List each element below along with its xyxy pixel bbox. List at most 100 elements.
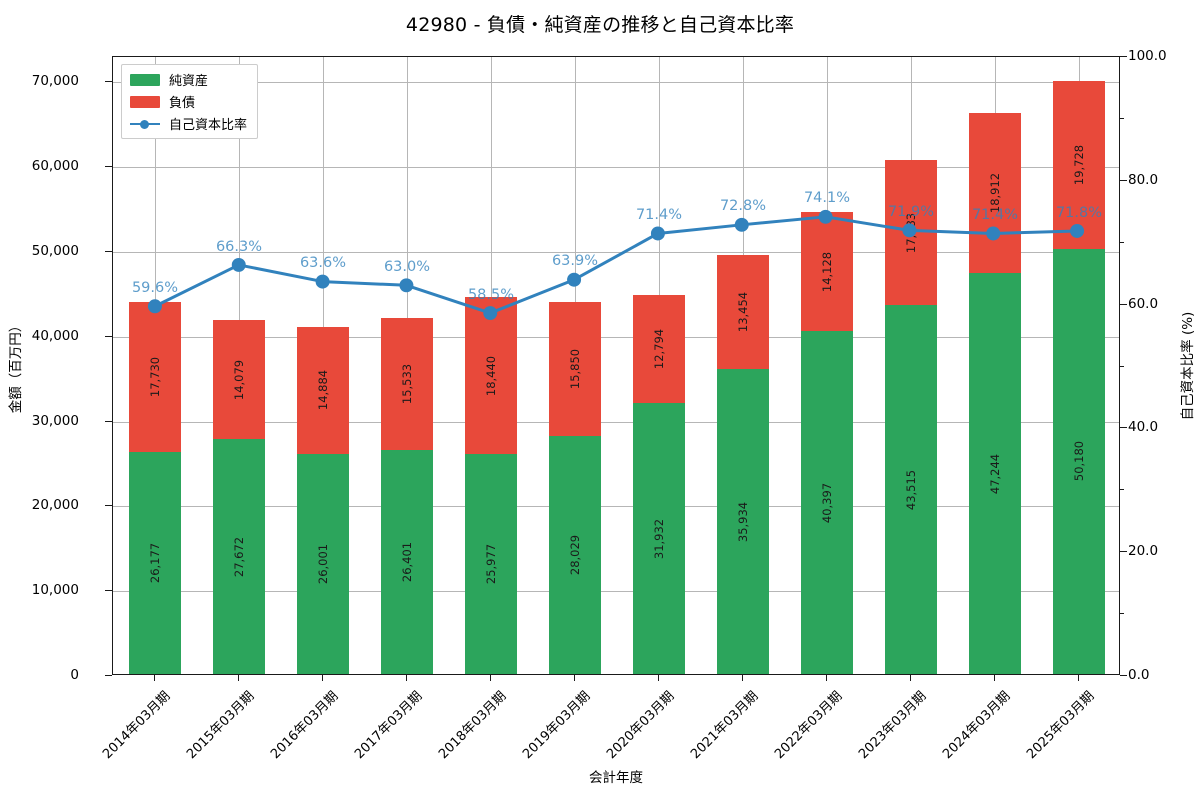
bar-segment-equity[interactable]: 26,001: [296, 453, 350, 674]
bar-segment-equity[interactable]: 26,401: [380, 450, 434, 674]
ratio-marker[interactable]: [650, 226, 665, 241]
legend-item-label: 自己資本比率: [169, 118, 248, 133]
y-axis-tick-label-left: 10,000: [31, 582, 79, 599]
bar-segment-equity[interactable]: 47,244: [968, 273, 1022, 674]
gridline-horizontal: [113, 506, 1119, 508]
ratio-value-label: 71.9%: [887, 203, 935, 220]
bar-segment-equity[interactable]: 25,977: [464, 453, 518, 674]
y-axis-tick-label-left: 40,000: [31, 327, 79, 344]
y-axis-tick-label-right: 0.0: [1128, 667, 1150, 683]
y-axis-tick-label-right: 20.0: [1128, 543, 1159, 560]
bar-segment-equity[interactable]: 28,029: [548, 436, 602, 674]
bar-value-label-equity: 47,244: [987, 453, 1002, 494]
y-axis-tick-label-left: 70,000: [31, 73, 79, 90]
y-axis-tick-mark-right: [1120, 427, 1127, 429]
gridline-horizontal: [113, 591, 1119, 593]
ratio-value-label: 66.3%: [215, 238, 263, 255]
bar-segment-liability[interactable]: 12,794: [632, 294, 686, 404]
bar-segment-equity[interactable]: 43,515: [884, 305, 938, 674]
y-axis-minor-tick-right: [1120, 489, 1124, 491]
ratio-value-label: 59.6%: [131, 280, 179, 297]
bar-segment-liability[interactable]: 14,884: [296, 327, 350, 454]
bar-segment-liability[interactable]: 17,730: [128, 301, 182, 453]
y-axis-tick-mark-right: [1120, 675, 1127, 676]
x-axis-tick-mark: [994, 675, 995, 681]
y-axis-tick-label-right: 60.0: [1128, 295, 1159, 312]
bar-value-label-liability: 14,884: [315, 370, 330, 411]
bar-stack[interactable]: 50,180 19,728: [1052, 81, 1106, 674]
legend-item[interactable]: 自己資本比率: [130, 115, 248, 133]
bar-segment-equity[interactable]: 26,177: [128, 452, 182, 674]
bar-value-label-liability: 17,730: [147, 356, 162, 397]
bar-segment-liability[interactable]: 18,440: [464, 297, 518, 454]
bar-segment-equity[interactable]: 27,672: [212, 439, 266, 674]
x-axis-tick-label: 2023年03月期: [856, 688, 930, 763]
legend-swatch-icon: [130, 73, 160, 86]
bar-segment-liability[interactable]: 17,083: [884, 160, 938, 306]
bar-segment-equity[interactable]: 40,397: [800, 331, 854, 674]
bar-segment-liability[interactable]: 14,128: [800, 211, 854, 332]
bar-value-label-liability: 15,850: [567, 349, 582, 390]
bar-segment-liability[interactable]: 19,728: [1052, 81, 1106, 249]
y-axis-tick-mark-left: [105, 166, 112, 168]
y-axis-tick-label-right: 80.0: [1128, 171, 1159, 188]
legend-item[interactable]: 純資産: [130, 71, 247, 89]
bar-value-label-equity: 35,934: [735, 501, 750, 542]
bar-segment-liability[interactable]: 15,533: [380, 318, 434, 451]
legend-item[interactable]: 負債: [130, 93, 247, 111]
bar-segment-equity[interactable]: 35,934: [716, 369, 770, 674]
bar-value-label-equity: 40,397: [819, 482, 834, 523]
y-axis-tick-mark-left: [105, 420, 112, 422]
bar-stack[interactable]: 47,244 18,912: [968, 113, 1022, 674]
bar-stack[interactable]: 43,515 17,083: [884, 160, 938, 674]
bar-segment-liability[interactable]: 14,079: [212, 319, 266, 440]
bar-stack[interactable]: 25,977 18,440: [464, 297, 518, 674]
gridline-horizontal: [113, 336, 1119, 338]
bar-segment-equity[interactable]: 31,932: [632, 403, 686, 674]
ratio-marker[interactable]: [734, 217, 749, 232]
bar-value-label-equity: 26,001: [315, 543, 330, 584]
x-axis-tick-mark: [490, 675, 491, 681]
bar-stack[interactable]: 40,397 14,128: [800, 211, 854, 674]
x-axis-tick-label: 2021年03月期: [688, 688, 762, 763]
x-axis-tick-mark: [574, 675, 575, 681]
y-axis-tick-label-right: 100.0: [1128, 48, 1167, 64]
ratio-value-label: 63.0%: [383, 259, 431, 276]
bar-stack[interactable]: 31,932 12,794: [632, 294, 686, 674]
bar-value-label-equity: 27,672: [231, 536, 246, 577]
bar-segment-liability[interactable]: 13,454: [716, 255, 770, 370]
x-axis-tick-label: 2024年03月期: [940, 688, 1014, 763]
bar-segment-liability[interactable]: 18,912: [968, 113, 1022, 274]
y-axis-tick-mark-left: [105, 251, 112, 253]
ratio-value-label: 63.9%: [551, 253, 599, 270]
x-axis-tick-label: 2018年03月期: [436, 688, 510, 763]
bar-stack[interactable]: 27,672 14,079: [212, 319, 266, 674]
ratio-value-label: 71.4%: [971, 207, 1019, 224]
ratio-value-label: 74.1%: [803, 190, 851, 207]
gridline-horizontal: [113, 82, 1119, 84]
x-axis-tick-label: 2015年03月期: [184, 688, 258, 763]
legend-line-marker-icon: [130, 118, 160, 130]
bar-stack[interactable]: 26,401 15,533: [380, 318, 434, 674]
y-axis-tick-label-right: 40.0: [1128, 419, 1159, 436]
x-axis-tick-mark: [154, 675, 155, 681]
gridline-horizontal: [113, 421, 1119, 423]
y-axis-tick-mark-right: [1120, 303, 1127, 305]
y-axis-tick-label-left: 30,000: [31, 412, 79, 429]
bar-stack[interactable]: 28,029 15,850: [548, 301, 602, 674]
bar-value-label-liability: 13,454: [735, 292, 750, 333]
y-axis-tick-mark-left: [105, 590, 112, 592]
bar-value-label-equity: 50,180: [1071, 441, 1086, 482]
x-axis-tick-mark: [238, 675, 239, 681]
bar-value-label-equity: 31,932: [651, 518, 666, 559]
bar-segment-equity[interactable]: 50,180: [1052, 248, 1106, 674]
bar-stack[interactable]: 26,177 17,730: [128, 301, 182, 674]
bar-stack[interactable]: 26,001 14,884: [296, 327, 350, 674]
y-axis-tick-mark-left: [105, 505, 112, 507]
chart-legend: 純資産負債自己資本比率: [121, 64, 259, 139]
bar-segment-liability[interactable]: 15,850: [548, 301, 602, 437]
y-axis-tick-mark-left: [105, 335, 112, 337]
bar-value-label-equity: 25,977: [483, 543, 498, 584]
bar-stack[interactable]: 35,934 13,454: [716, 255, 770, 674]
